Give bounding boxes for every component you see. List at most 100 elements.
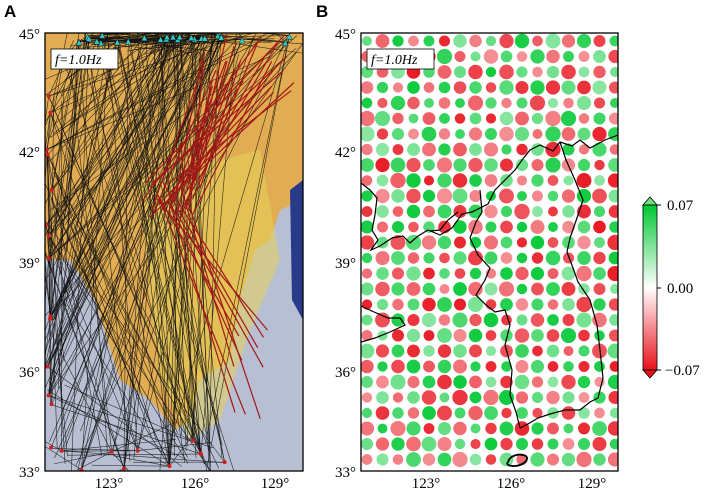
anomaly-negative — [517, 51, 528, 62]
anomaly-positive — [608, 375, 622, 389]
anomaly-positive — [375, 111, 390, 126]
anomaly-negative — [500, 221, 513, 234]
anomaly-negative — [422, 143, 436, 157]
anomaly-positive — [532, 392, 543, 403]
anomaly-positive — [485, 252, 498, 265]
anomaly-positive — [594, 330, 604, 340]
anomaly-negative — [375, 158, 389, 172]
event-dot — [49, 445, 53, 449]
anomaly-negative — [532, 252, 543, 263]
anomaly-positive — [452, 312, 467, 327]
anomaly-positive — [531, 174, 543, 186]
anomaly-positive — [391, 189, 405, 203]
anomaly-positive — [531, 236, 544, 249]
anomaly-negative — [375, 313, 390, 328]
anomaly-positive — [486, 377, 497, 388]
anomaly-negative — [439, 128, 450, 139]
anomaly-positive — [407, 205, 420, 218]
anomaly-negative — [375, 251, 389, 265]
anomaly-positive — [439, 82, 451, 94]
anomaly-negative — [437, 188, 452, 203]
colorbar-min-label: −0.07 — [665, 363, 700, 379]
anomaly-negative — [500, 438, 512, 450]
event-dot — [48, 314, 52, 318]
anomaly-negative — [453, 143, 467, 157]
anomaly-positive — [376, 391, 389, 404]
anomaly-positive — [407, 143, 420, 156]
anomaly-negative — [532, 67, 543, 78]
event-dot — [50, 402, 54, 406]
anomaly-negative — [579, 113, 590, 124]
anomaly-positive — [532, 206, 543, 217]
anomaly-positive — [422, 127, 437, 142]
anomaly-negative — [437, 157, 452, 172]
anomaly-positive — [485, 128, 497, 140]
anomaly-negative — [361, 81, 374, 94]
anomaly-positive — [500, 267, 513, 280]
anomaly-negative — [501, 252, 513, 264]
anomaly-positive — [594, 206, 605, 217]
panel-a-lat-36: 36° — [19, 365, 40, 381]
anomaly-positive — [578, 221, 591, 234]
anomaly-negative — [454, 81, 467, 94]
anomaly-negative — [469, 127, 482, 140]
anomaly-positive — [406, 266, 420, 280]
anomaly-positive — [453, 282, 467, 296]
anomaly-negative — [563, 314, 575, 326]
anomaly-positive — [547, 345, 560, 358]
anomaly-negative — [484, 142, 498, 156]
anomaly-negative — [376, 406, 390, 420]
anomaly-negative — [408, 129, 419, 140]
anomaly-positive — [360, 158, 374, 172]
anomaly-positive — [362, 408, 372, 418]
anomaly-negative — [439, 253, 450, 264]
event-dot — [50, 188, 54, 192]
anomaly-negative — [469, 35, 481, 47]
anomaly-negative — [468, 158, 482, 172]
anomaly-negative — [439, 35, 450, 46]
anomaly-negative — [360, 360, 373, 373]
anomaly-negative — [423, 206, 435, 218]
anomaly-negative — [577, 173, 592, 188]
anomaly-positive — [500, 453, 514, 467]
event-dot — [47, 234, 51, 238]
anomaly-positive — [578, 159, 590, 171]
anomaly-negative — [440, 284, 450, 294]
anomaly-negative — [439, 314, 450, 325]
anomaly-negative — [579, 392, 590, 403]
anomaly-negative — [469, 314, 481, 326]
anomaly-positive — [609, 190, 622, 203]
anomaly-negative — [593, 221, 606, 234]
anomaly-negative — [594, 408, 605, 419]
anomaly-positive — [516, 66, 527, 77]
anomaly-positive — [452, 188, 467, 203]
anomaly-negative — [499, 65, 514, 80]
anomaly-negative — [577, 81, 591, 95]
panel-a-lon-123: 123° — [95, 476, 124, 492]
anomaly-negative — [530, 95, 545, 110]
anomaly-positive — [531, 422, 543, 434]
anomaly-positive — [361, 283, 374, 296]
anomaly-negative — [453, 173, 468, 188]
panel-a-letter: A — [4, 2, 16, 21]
anomaly-positive — [531, 329, 544, 342]
anomaly-positive — [360, 344, 375, 359]
anomaly-negative — [564, 346, 574, 356]
anomaly-positive — [438, 236, 451, 249]
anomaly-positive — [592, 142, 606, 156]
anomaly-positive — [545, 126, 560, 141]
event-dot — [168, 464, 172, 468]
anomaly-positive — [377, 82, 388, 93]
anomaly-negative — [610, 144, 621, 155]
anomaly-positive — [517, 315, 528, 326]
anomaly-negative — [515, 328, 529, 342]
anomaly-negative — [454, 298, 466, 310]
anomaly-positive — [517, 98, 528, 109]
anomaly-positive — [406, 173, 420, 187]
anomaly-negative — [484, 236, 498, 250]
anomaly-positive — [532, 299, 544, 311]
anomaly-negative — [468, 95, 483, 110]
anomaly-negative — [562, 406, 576, 420]
anomaly-negative — [469, 345, 482, 358]
anomaly-negative — [548, 175, 559, 186]
